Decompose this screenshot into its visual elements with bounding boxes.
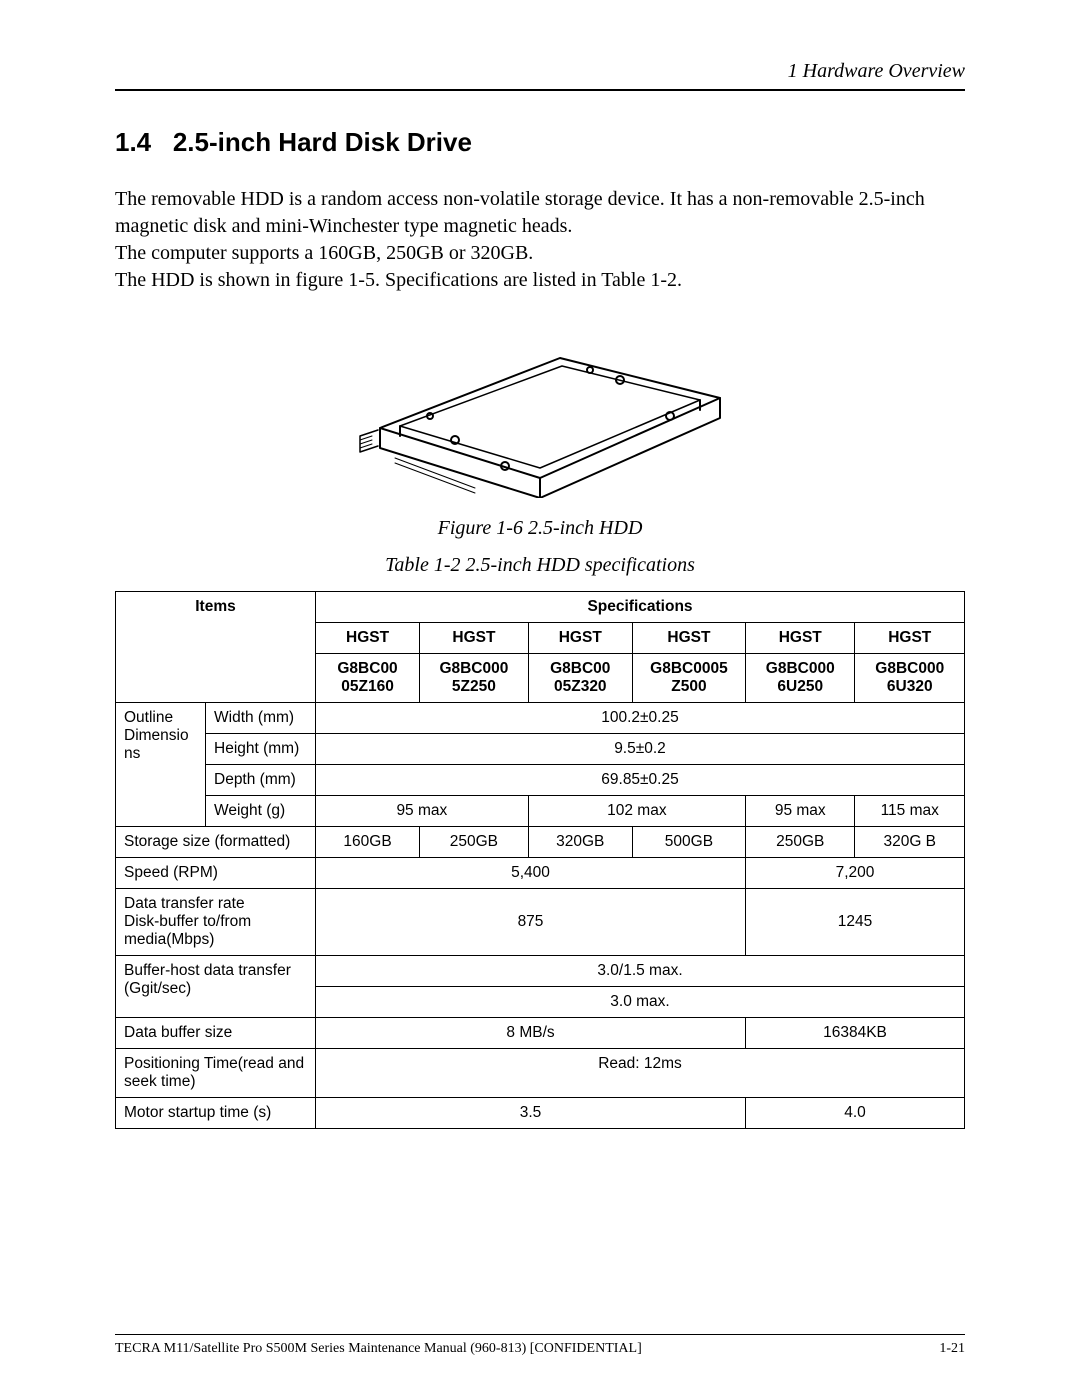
- table-row: Depth (mm) 69.85±0.25: [116, 765, 965, 796]
- cell-value: 100.2±0.25: [316, 703, 965, 734]
- row-label: Weight (g): [206, 796, 316, 827]
- vendor-cell: HGST: [632, 623, 745, 654]
- cell-value: 115 max: [855, 796, 965, 827]
- model-cell: G8BC000 6U320: [855, 654, 965, 703]
- footer: TECRA M11/Satellite Pro S500M Series Mai…: [115, 1334, 965, 1357]
- table-row: Data buffer size 8 MB/s 16384KB: [116, 1018, 965, 1049]
- table-row: Items Specifications: [116, 592, 965, 623]
- vendor-cell: HGST: [528, 623, 632, 654]
- row-label: Positioning Time(read and seek time): [116, 1049, 316, 1098]
- row-label: Outline Dimensio ns: [116, 703, 206, 827]
- vendor-cell: HGST: [855, 623, 965, 654]
- cell-value: 8 MB/s: [316, 1018, 746, 1049]
- cell-value: 3.0 max.: [316, 987, 965, 1018]
- cell-value: 875: [316, 889, 746, 956]
- row-label: Data buffer size: [116, 1018, 316, 1049]
- figure-hdd: [115, 318, 965, 503]
- table-row: Height (mm) 9.5±0.2: [116, 734, 965, 765]
- row-label: Width (mm): [206, 703, 316, 734]
- cell-value: 160GB: [316, 827, 420, 858]
- table-row: Speed (RPM) 5,400 7,200: [116, 858, 965, 889]
- spec-table: Items Specifications HGST HGST HGST HGST…: [115, 591, 965, 1129]
- footer-left: TECRA M11/Satellite Pro S500M Series Mai…: [115, 1341, 642, 1357]
- footer-right: 1-21: [939, 1341, 965, 1357]
- row-label: Height (mm): [206, 734, 316, 765]
- header-rule: [115, 89, 965, 91]
- footer-rule: [115, 1334, 965, 1335]
- cell-value: 3.0/1.5 max.: [316, 956, 965, 987]
- model-cell: G8BC00 05Z320: [528, 654, 632, 703]
- hdd-illustration: [300, 318, 780, 498]
- label-text: Disk-buffer to/from media(Mbps): [124, 913, 251, 948]
- row-label: Depth (mm): [206, 765, 316, 796]
- cell-value: 7,200: [746, 858, 965, 889]
- cell-value: 250GB: [746, 827, 855, 858]
- label-text: Data transfer rate: [124, 895, 245, 912]
- row-label: Data transfer rate Disk-buffer to/from m…: [116, 889, 316, 956]
- model-cell: G8BC0005 Z500: [632, 654, 745, 703]
- table-caption: Table 1-2 2.5-inch HDD specifications: [115, 554, 965, 577]
- cell-value: 1245: [746, 889, 965, 956]
- body-para-1: The removable HDD is a random access non…: [115, 186, 965, 240]
- cell-value: 102 max: [528, 796, 745, 827]
- cell-value: 3.5: [316, 1098, 746, 1129]
- cell-value: Read: 12ms: [316, 1049, 965, 1098]
- figure-caption: Figure 1-6 2.5-inch HDD: [115, 517, 965, 540]
- row-label: Speed (RPM): [116, 858, 316, 889]
- footer-line: TECRA M11/Satellite Pro S500M Series Mai…: [115, 1341, 965, 1357]
- section-heading: 2.5-inch Hard Disk Drive: [173, 127, 472, 157]
- table-row: Data transfer rate Disk-buffer to/from m…: [116, 889, 965, 956]
- cell-value: 320GB: [528, 827, 632, 858]
- cell-value: 95 max: [316, 796, 529, 827]
- table-row: Buffer-host data transfer (Ggit/sec) 3.0…: [116, 956, 965, 987]
- body-para-2: The computer supports a 160GB, 250GB or …: [115, 240, 965, 267]
- col-spec: Specifications: [316, 592, 965, 623]
- cell-value: 95 max: [746, 796, 855, 827]
- vendor-cell: HGST: [746, 623, 855, 654]
- table-row: Positioning Time(read and seek time) Rea…: [116, 1049, 965, 1098]
- table-row: Weight (g) 95 max 102 max 95 max 115 max: [116, 796, 965, 827]
- cell-value: 500GB: [632, 827, 745, 858]
- table-row: Outline Dimensio ns Width (mm) 100.2±0.2…: [116, 703, 965, 734]
- vendor-cell: HGST: [420, 623, 529, 654]
- cell-value: 5,400: [316, 858, 746, 889]
- vendor-cell: HGST: [316, 623, 420, 654]
- row-label: Storage size (formatted): [116, 827, 316, 858]
- model-cell: G8BC00 05Z160: [316, 654, 420, 703]
- cell-value: 320G B: [855, 827, 965, 858]
- table-row: Motor startup time (s) 3.5 4.0: [116, 1098, 965, 1129]
- model-cell: G8BC000 6U250: [746, 654, 855, 703]
- col-items: Items: [116, 592, 316, 703]
- cell-value: 9.5±0.2: [316, 734, 965, 765]
- model-cell: G8BC000 5Z250: [420, 654, 529, 703]
- cell-value: 69.85±0.25: [316, 765, 965, 796]
- cell-value: 16384KB: [746, 1018, 965, 1049]
- section-title: 1.4 2.5-inch Hard Disk Drive: [115, 127, 965, 158]
- table-row: Storage size (formatted) 160GB 250GB 320…: [116, 827, 965, 858]
- cell-value: 4.0: [746, 1098, 965, 1129]
- row-label: Buffer-host data transfer (Ggit/sec): [116, 956, 316, 1018]
- section-number: 1.4: [115, 127, 151, 157]
- cell-value: 250GB: [420, 827, 529, 858]
- row-label: Motor startup time (s): [116, 1098, 316, 1129]
- page: 1 Hardware Overview 1.4 2.5-inch Hard Di…: [0, 0, 1080, 1397]
- body-para-3: The HDD is shown in figure 1-5. Specific…: [115, 267, 965, 294]
- running-head: 1 Hardware Overview: [115, 60, 965, 83]
